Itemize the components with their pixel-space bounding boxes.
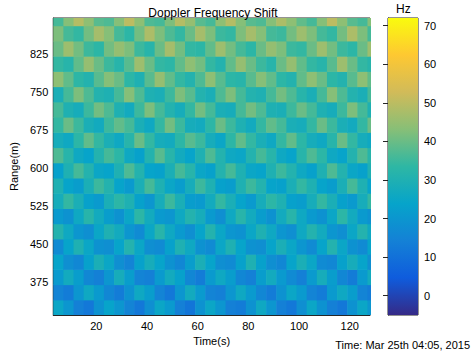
svg-text:525: 525 (30, 200, 48, 212)
svg-text:450: 450 (30, 238, 48, 250)
svg-text:20: 20 (90, 320, 102, 332)
svg-text:Time(s): Time(s) (193, 335, 230, 347)
svg-text:40: 40 (424, 135, 436, 147)
svg-text:50: 50 (424, 97, 436, 109)
svg-text:825: 825 (30, 48, 48, 60)
svg-text:70: 70 (424, 20, 436, 32)
svg-text:375: 375 (30, 276, 48, 288)
svg-text:600: 600 (30, 162, 48, 174)
svg-text:750: 750 (30, 86, 48, 98)
svg-text:Doppler Frequency Shift: Doppler Frequency Shift (148, 6, 278, 20)
svg-text:60: 60 (424, 58, 436, 70)
svg-text:10: 10 (424, 251, 436, 263)
svg-text:120: 120 (341, 320, 359, 332)
svg-text:100: 100 (290, 320, 308, 332)
svg-text:40: 40 (141, 320, 153, 332)
svg-text:80: 80 (242, 320, 254, 332)
svg-text:675: 675 (30, 124, 48, 136)
svg-text:60: 60 (192, 320, 204, 332)
svg-text:0: 0 (424, 290, 430, 302)
svg-text:20: 20 (424, 213, 436, 225)
svg-text:Hz: Hz (396, 2, 411, 16)
svg-text:Time: Mar 25th 04:05, 2015: Time: Mar 25th 04:05, 2015 (335, 339, 470, 351)
svg-text:Range(m): Range(m) (8, 142, 20, 191)
svg-text:30: 30 (424, 174, 436, 186)
